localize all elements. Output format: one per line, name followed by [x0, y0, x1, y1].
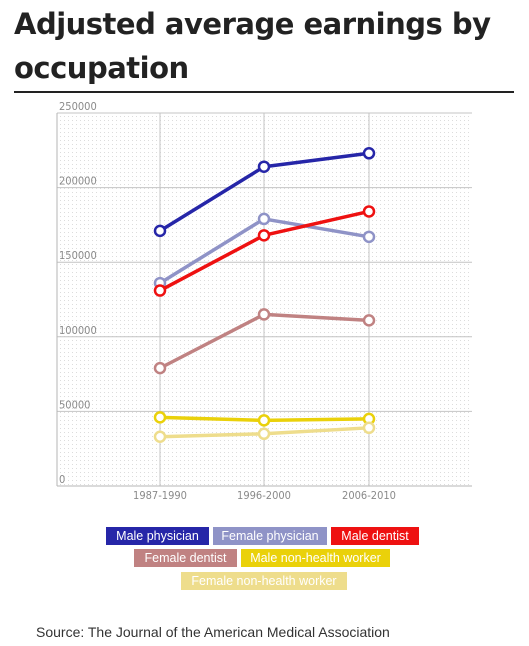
series-lines [153, 147, 376, 444]
source-note: Source: The Journal of the American Medi… [36, 624, 390, 640]
line-chart: 0 50000 100000 150000 200000 250000 1987-1990… [56, 100, 472, 502]
legend-item: Female physician [213, 527, 327, 545]
data-point [257, 160, 271, 173]
series-female-non-health-worker [153, 421, 376, 444]
data-point [362, 230, 376, 244]
data-point [362, 314, 376, 327]
data-point [257, 212, 271, 226]
series-male-non-health-worker [153, 411, 376, 427]
data-point [153, 224, 167, 238]
series-female-dentist [153, 308, 376, 375]
series-male-dentist [153, 205, 376, 297]
data-point [257, 308, 271, 321]
x-axis-ticks: 1987-1990 1996-2000 2006-2010 [133, 489, 396, 502]
data-point [257, 427, 271, 441]
y-axis-ticks: 0 50000 100000 150000 200000 250000 [59, 100, 97, 486]
y-tick-label: 50000 [59, 398, 90, 411]
data-point [153, 361, 167, 375]
data-point [153, 430, 167, 444]
x-tick-label: 2006-2010 [342, 489, 396, 502]
data-point [257, 229, 271, 242]
y-tick-label: 0 [59, 473, 65, 486]
y-tick-label: 200000 [59, 175, 97, 188]
y-tick-label: 150000 [59, 249, 97, 262]
data-point [153, 411, 167, 424]
data-point [257, 414, 271, 427]
legend-item: Male dentist [331, 527, 419, 545]
data-point [362, 205, 376, 218]
series-male-physician [153, 147, 376, 238]
y-tick-label: 100000 [59, 324, 97, 337]
chart-title: Adjusted average earnings by occupation [14, 7, 491, 85]
x-tick-label: 1987-1990 [133, 489, 187, 502]
data-point [362, 147, 376, 160]
legend-item: Male physician [106, 527, 209, 545]
data-point [153, 284, 167, 297]
y-tick-label: 250000 [59, 100, 97, 113]
x-tick-label: 1996-2000 [237, 489, 291, 502]
legend-item: Female non-health worker [181, 572, 347, 590]
legend-item: Male non-health worker [241, 549, 390, 567]
title-underline [14, 91, 514, 93]
legend-item: Female dentist [134, 549, 237, 567]
data-point [362, 421, 376, 435]
